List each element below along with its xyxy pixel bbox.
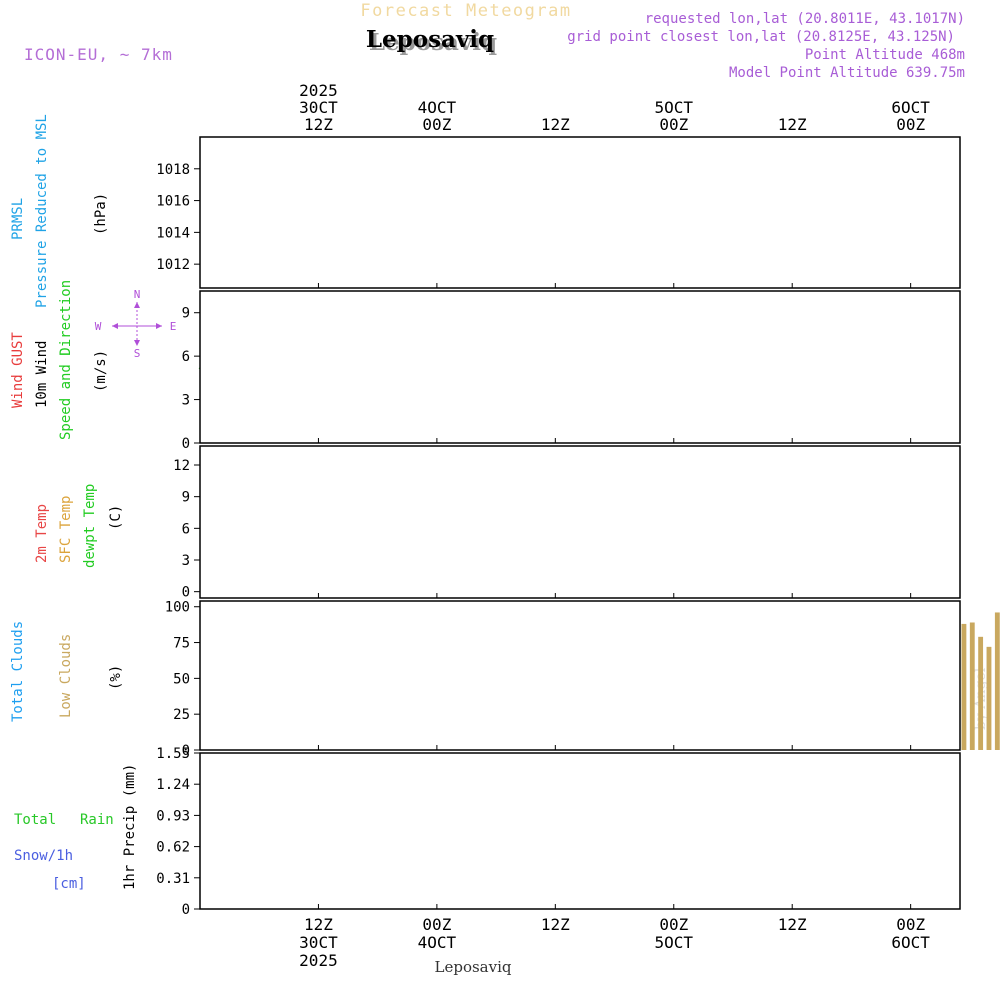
- label-gust: Wind GUST: [10, 332, 26, 408]
- wind-compass: N S W E: [95, 288, 177, 360]
- label-precip-unit: 1hr Precip (mm): [122, 764, 138, 890]
- label-total: Total: [14, 812, 56, 828]
- y-tick-label: 1014: [156, 225, 190, 241]
- side-labels: PRMSL Pressure Reduced to MSL (hPa) Wind…: [10, 114, 138, 892]
- bottom-time-label: 00Z: [659, 915, 688, 934]
- top-time-label: 6OCT: [891, 98, 930, 117]
- point-altitude: Point Altitude 468m: [805, 47, 965, 63]
- low-cloud-bar: [986, 646, 992, 750]
- bottom-time-label: 6OCT: [891, 933, 930, 952]
- y-tick-label: 0: [182, 436, 190, 452]
- panel-frame: [199, 445, 961, 599]
- label-temp-unit: (C): [108, 505, 124, 530]
- label-dew: dewpt Temp: [82, 484, 98, 568]
- label-pressure: Pressure Reduced to MSL: [34, 114, 50, 308]
- y-tick-label: 6: [182, 521, 190, 537]
- panel-frame: [199, 600, 961, 751]
- bottom-time-label: 12Z: [304, 915, 333, 934]
- label-wind-unit: (m/s): [93, 350, 109, 392]
- label-winddir: Speed and Direction: [58, 280, 74, 440]
- requested-coords: requested lon,lat (20.8011E, 43.1017N): [645, 11, 965, 27]
- top-time-label: 00Z: [659, 115, 688, 134]
- label-total-clouds: Total Clouds: [10, 621, 26, 722]
- bottom-time-label: 00Z: [422, 915, 451, 934]
- bottom-time-label: 00Z: [896, 915, 925, 934]
- model-label: ICON-EU, ~ 7km: [24, 45, 173, 64]
- top-time-label: 30CT: [299, 98, 338, 117]
- label-prmsl: PRMSL: [10, 198, 26, 240]
- compass-s: S: [134, 347, 141, 360]
- grid-coords: grid point closest lon,lat (20.8125E, 43…: [567, 29, 955, 45]
- low-cloud-bar: [961, 623, 967, 750]
- bottom-time-label: 4OCT: [418, 933, 457, 952]
- y-tick-label: 0.93: [156, 808, 190, 824]
- top-time-label: 5OCT: [655, 98, 694, 117]
- bottom-time-label: 12Z: [778, 915, 807, 934]
- label-rain: Rain: [80, 812, 114, 828]
- label-clouds-unit: (%): [108, 665, 124, 690]
- y-tick-label: 9: [182, 490, 190, 506]
- y-tick-label: 100: [165, 600, 190, 616]
- bottom-time-label: 30CT: [299, 933, 338, 952]
- low-cloud-bar: [969, 622, 975, 750]
- label-wind: 10m Wind: [34, 341, 50, 408]
- y-tick-label: 25: [173, 707, 190, 723]
- low-cloud-bar: [978, 636, 984, 750]
- y-tick-label: 1018: [156, 162, 190, 178]
- label-snow: Snow/1h: [14, 848, 73, 864]
- panel-frame: [199, 136, 961, 289]
- top-time-label: 00Z: [896, 115, 925, 134]
- location-title-shadow: Leposaviq: [369, 29, 497, 56]
- top-time-label: 2025: [299, 81, 338, 100]
- y-tick-label: 3: [182, 393, 190, 409]
- low-cloud-bar: [994, 612, 1000, 750]
- panel-frame: [199, 290, 961, 444]
- y-tick-label: 0.31: [156, 871, 190, 887]
- label-pressure-unit: (hPa): [93, 193, 109, 235]
- y-tick-label: 50: [173, 671, 190, 687]
- location-title: Leposaviq: [366, 26, 494, 53]
- y-tick-label: 1012: [156, 257, 190, 273]
- top-time-label: 4OCT: [418, 98, 457, 117]
- label-2m: 2m Temp: [34, 504, 50, 563]
- top-time-label: 12Z: [541, 115, 570, 134]
- y-tick-label: 3: [182, 553, 190, 569]
- y-tick-label: 0: [182, 743, 190, 759]
- top-time-label: 00Z: [422, 115, 451, 134]
- label-sfc: SFC Temp: [58, 496, 74, 563]
- model-altitude: Model Point Altitude 639.75m: [729, 65, 965, 81]
- y-tick-label: 1.55: [156, 746, 190, 762]
- y-tick-label: 12: [173, 458, 190, 474]
- compass-e: E: [170, 320, 177, 333]
- y-tick-label: 0: [182, 585, 190, 601]
- panel-frame: [199, 752, 961, 910]
- chart-title: Forecast Meteogram: [360, 1, 571, 21]
- footer-location: Leposaviq: [435, 958, 512, 976]
- y-tick-label: 0.62: [156, 840, 190, 856]
- top-time-label: 12Z: [304, 115, 333, 134]
- top-time-label: 12Z: [778, 115, 807, 134]
- y-tick-label: 9: [182, 306, 190, 322]
- y-tick-label: 1.24: [156, 777, 190, 793]
- y-tick-label: 1016: [156, 194, 190, 210]
- bottom-time-label: 2025: [299, 951, 338, 970]
- compass-w: W: [95, 320, 102, 333]
- y-tick-label: 75: [173, 636, 190, 652]
- y-tick-label: 0: [182, 902, 190, 918]
- compass-n: N: [134, 288, 141, 301]
- label-low-clouds: Low Clouds: [58, 634, 74, 718]
- y-tick-label: 6: [182, 349, 190, 365]
- bottom-time-label: 5OCT: [655, 933, 694, 952]
- bottom-time-label: 12Z: [541, 915, 570, 934]
- label-cm: [cm]: [52, 876, 86, 892]
